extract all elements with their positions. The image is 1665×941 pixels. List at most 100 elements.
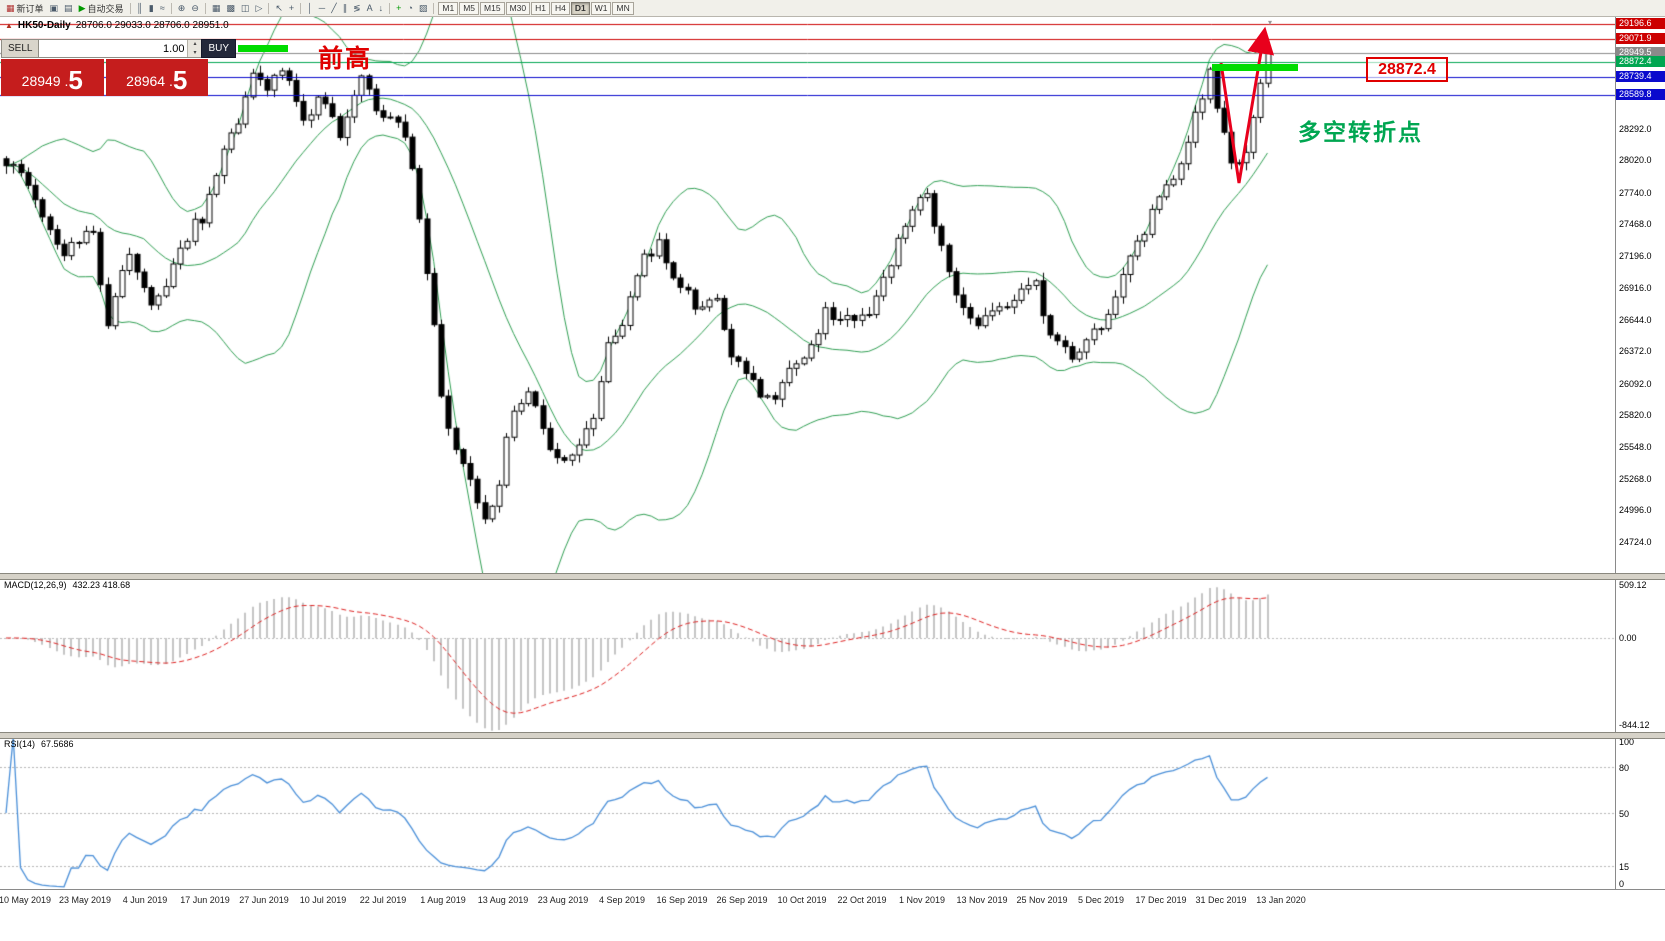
date-axis-label: 22 Oct 2019 <box>837 895 887 905</box>
toolbar-separator <box>129 2 131 14</box>
chart-shift-icon: ▷ <box>255 3 263 13</box>
cursor-button[interactable]: ↖ <box>272 1 286 15</box>
zoom-in-button[interactable]: ⊕ <box>175 1 189 15</box>
channel-icon: ∥ <box>342 3 348 13</box>
chart-shift-marker[interactable]: ▾ <box>1268 18 1273 27</box>
price-chart-canvas[interactable] <box>0 17 1615 573</box>
candlestick-chart-button[interactable]: ▮ <box>146 1 157 15</box>
zoom-out-button[interactable]: ⊖ <box>188 1 202 15</box>
date-axis-label: 27 Jun 2019 <box>239 895 289 905</box>
sell-button[interactable]: SELL <box>1 39 40 58</box>
date-axis-label: 23 May 2019 <box>58 895 112 905</box>
rsi-scale-label: 15 <box>1619 862 1630 873</box>
rsi-axis[interactable]: 100 80 50 15 0 <box>1615 737 1665 889</box>
add-indicator-button[interactable]: + <box>393 1 404 15</box>
arrows-button[interactable]: ↓ <box>376 1 387 15</box>
crosshair-button[interactable]: + <box>286 1 297 15</box>
chart-title: ▲ HK50-Daily 28706.0 29033.0 28706.0 289… <box>5 20 229 31</box>
volume-up-button[interactable]: ▴ <box>188 40 202 49</box>
charts-grid-icon[interactable]: ▣ <box>47 1 62 15</box>
tile-windows-button[interactable]: ▦ <box>209 1 224 15</box>
arrange-windows-button[interactable]: ◫ <box>238 1 253 15</box>
buy-price-big-digit: 5 <box>172 65 188 95</box>
date-axis-label: 10 Jul 2019 <box>299 895 347 905</box>
timeframe-h4[interactable]: H4 <box>550 1 570 15</box>
timeframe-mn[interactable]: MN <box>612 1 634 15</box>
price-axis-label: 26916.0 <box>1619 283 1652 294</box>
timeframe-w1[interactable]: W1 <box>590 1 612 15</box>
hline-price-label: 29071.9 <box>1616 32 1665 44</box>
symbol-icon: ▲ <box>5 21 13 30</box>
trendline-button[interactable]: ╱ <box>328 1 339 15</box>
new-order-button[interactable]: ▦ 新订单 <box>3 1 47 15</box>
trendline-icon: ╱ <box>331 3 337 13</box>
volume-input[interactable] <box>39 40 188 57</box>
channel-button[interactable]: ∥ <box>340 1 351 15</box>
volume-down-button[interactable]: ▾ <box>188 48 202 57</box>
order-prices-row: 28949 .5 28964 .5 <box>1 59 208 96</box>
panel-separator-rsi[interactable] <box>0 732 1665 739</box>
zoom-in-icon: ⊕ <box>177 3 186 13</box>
rsi-canvas[interactable] <box>0 737 1615 889</box>
templates-button[interactable]: ▨ <box>416 1 431 15</box>
timeframe-m15[interactable]: M15 <box>480 1 505 15</box>
cascade-windows-button[interactable]: ▩ <box>223 1 238 15</box>
timeframe-h1[interactable]: H1 <box>531 1 550 15</box>
autotrading-button[interactable]: ▶ 自动交易 <box>76 1 127 15</box>
profiles-icon[interactable]: ▤ <box>61 1 76 15</box>
hline-price-label: 28949.5 <box>1616 46 1665 58</box>
horizontal-line-button[interactable]: ─ <box>316 1 328 15</box>
buy-button[interactable]: BUY <box>201 39 237 58</box>
cascade-windows-icon: ▩ <box>226 3 235 13</box>
one-click-trading-panel: SELL ▴ ▾ BUY 28949 .5 28964 .5 <box>1 39 237 96</box>
timeframe-d1[interactable]: D1 <box>570 1 590 15</box>
price-axis-label: 26644.0 <box>1619 314 1652 325</box>
price-axis[interactable]: 28292.0 28020.0 27740.0 27468.0 27196.0 26916… <box>1615 17 1665 573</box>
price-axis-label: 28292.0 <box>1619 124 1652 134</box>
line-chart-button[interactable]: ≈ <box>157 1 168 15</box>
text-label-button[interactable]: A <box>364 1 376 15</box>
chart-shift-button[interactable]: ▷ <box>252 1 265 15</box>
macd-canvas[interactable] <box>0 578 1615 732</box>
rsi-scale-label: 0 <box>1619 879 1625 889</box>
arrows-icon: ↓ <box>378 3 384 13</box>
date-axis-label: 4 Sep 2019 <box>598 895 646 905</box>
price-axis-label: 27468.0 <box>1619 219 1652 230</box>
bar-chart-button[interactable]: ║ <box>134 1 146 15</box>
timeframe-m30[interactable]: M30 <box>505 1 531 15</box>
crosshair-icon: + <box>288 3 295 13</box>
toolbar-separator <box>268 2 270 14</box>
date-axis-label: 26 Sep 2019 <box>716 895 768 905</box>
new-order-icon: ▦ <box>6 3 15 13</box>
periods-icon: ◔ <box>407 3 413 13</box>
timeframe-m1[interactable]: M1 <box>438 1 459 15</box>
vertical-line-button[interactable]: │ <box>304 1 316 15</box>
sell-price-main: 28949 . <box>21 73 69 89</box>
volume-control: ▴ ▾ <box>39 39 202 58</box>
arrange-windows-icon: ◫ <box>240 3 250 13</box>
price-axis-label: 25548.0 <box>1619 441 1652 452</box>
ohlc-values: 28706.0 29033.0 28706.0 28951.0 <box>75 20 229 31</box>
date-axis-label: 17 Dec 2019 <box>1135 895 1187 905</box>
highlight-bar-resistance <box>1212 64 1298 71</box>
date-axis-label: 5 Dec 2019 <box>1077 895 1125 905</box>
bar-chart-icon: ║ <box>136 3 143 13</box>
date-axis[interactable]: 10 May 2019 23 May 2019 4 Jun 2019 17 Jun 2… <box>0 889 1665 914</box>
buy-price[interactable]: 28964 .5 <box>105 59 208 96</box>
date-axis-label: 1 Aug 2019 <box>420 895 466 905</box>
price-axis-label: 26092.0 <box>1619 378 1652 389</box>
horizontal-line-icon: ─ <box>318 3 326 13</box>
macd-scale-top: 509.12 <box>1619 580 1647 590</box>
panel-separator-macd[interactable] <box>0 573 1665 580</box>
date-axis-label: 23 Aug 2019 <box>537 895 589 905</box>
toolbar-separator <box>300 2 302 14</box>
sell-price[interactable]: 28949 .5 <box>1 59 104 96</box>
highlight-bar-prev-high <box>238 45 288 52</box>
price-axis-label: 27196.0 <box>1619 250 1652 261</box>
periods-button[interactable]: ◔ <box>404 1 415 15</box>
macd-axis[interactable]: 509.12 0.00 -844.12 <box>1615 578 1665 732</box>
date-axis-label: 10 Oct 2019 <box>777 895 827 905</box>
date-axis-label: 31 Dec 2019 <box>1195 895 1247 905</box>
timeframe-m5[interactable]: M5 <box>459 1 480 15</box>
fibonacci-button[interactable]: ≶ <box>350 1 364 15</box>
